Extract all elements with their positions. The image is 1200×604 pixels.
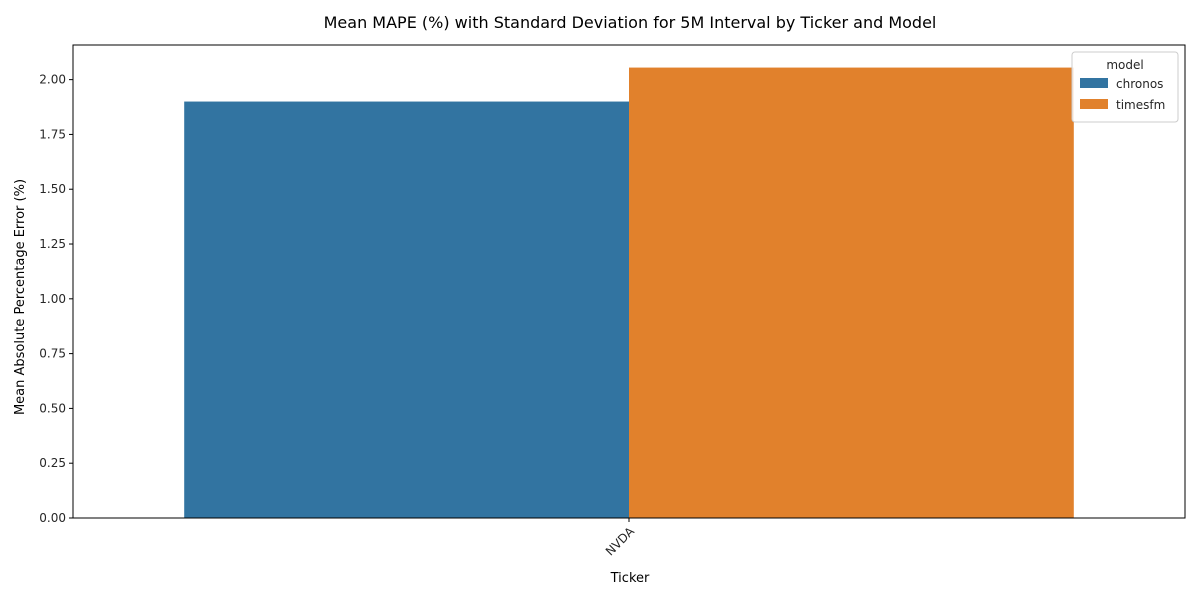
legend-label-chronos: chronos [1116, 77, 1163, 91]
legend: model chronos timesfm [1071, 51, 1179, 123]
legend-label-timesfm: timesfm [1116, 98, 1165, 112]
legend-swatch-timesfm [1080, 99, 1108, 109]
bar-timesfm-nvda [629, 67, 1074, 519]
y-tick-label: 2.00 [39, 73, 66, 87]
y-axis-label: Mean Absolute Percentage Error (%) [13, 179, 28, 415]
y-tick-label: 1.25 [39, 237, 66, 251]
legend-swatch-chronos [1080, 78, 1108, 88]
y-tick-label: 0.00 [39, 511, 66, 525]
y-tick-label: 0.75 [39, 347, 66, 361]
x-axis-label: Ticker [610, 571, 650, 586]
bar-chronos-nvda [184, 101, 629, 518]
y-tick-label: 1.75 [39, 127, 66, 141]
legend-title: model [1106, 58, 1143, 72]
y-tick-label: 0.50 [39, 401, 66, 415]
chart-title: Mean MAPE (%) with Standard Deviation fo… [324, 13, 937, 32]
plot-frame [72, 44, 1186, 519]
y-tick-label: 0.25 [39, 456, 66, 470]
y-tick-label: 1.50 [39, 182, 66, 196]
y-tick-label: 1.00 [39, 292, 66, 306]
